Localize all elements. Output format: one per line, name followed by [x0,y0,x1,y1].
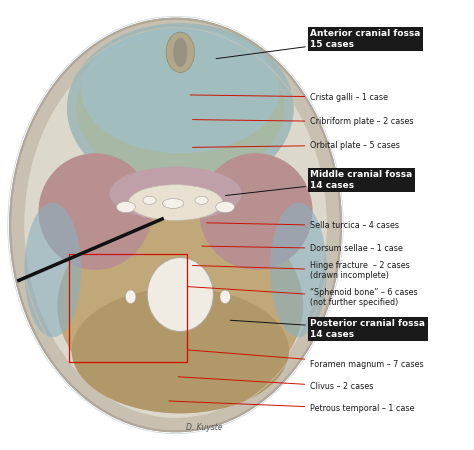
Text: D. Kuyste: D. Kuyste [186,423,222,432]
Text: Posterior cranial fossa
14 cases: Posterior cranial fossa 14 cases [230,320,425,339]
Text: Clivus – 2 cases: Clivus – 2 cases [178,377,374,391]
Ellipse shape [163,198,184,208]
Text: Dorsum sellae – 1 case: Dorsum sellae – 1 case [202,244,403,253]
Ellipse shape [24,32,327,418]
Text: Foramen magnum – 7 cases: Foramen magnum – 7 cases [188,350,424,369]
Ellipse shape [72,288,289,414]
Ellipse shape [38,153,152,270]
Ellipse shape [109,166,242,220]
Ellipse shape [76,34,284,182]
Text: Crista galli – 1 case: Crista galli – 1 case [190,93,388,102]
Ellipse shape [199,153,313,270]
Ellipse shape [166,32,194,72]
Ellipse shape [128,184,223,220]
Text: Hinge fracture  – 2 cases
(drawn incomplete): Hinge fracture – 2 cases (drawn incomple… [192,261,410,280]
Ellipse shape [126,290,136,303]
Ellipse shape [117,202,136,213]
Ellipse shape [24,202,81,337]
Text: Petrous temporal – 1 case: Petrous temporal – 1 case [169,401,415,414]
Text: Cribriform plate – 2 cases: Cribriform plate – 2 cases [192,117,414,126]
Text: Anterior cranial fossa
15 cases: Anterior cranial fossa 15 cases [216,29,420,58]
Bar [69,254,187,362]
Text: Orbital plate – 5 cases: Orbital plate – 5 cases [192,141,400,150]
Text: Sella turcica – 4 cases: Sella turcica – 4 cases [207,221,399,230]
Ellipse shape [270,202,327,337]
Ellipse shape [81,27,280,153]
Ellipse shape [143,196,156,204]
Ellipse shape [10,18,341,432]
Text: Middle cranial fossa
14 cases: Middle cranial fossa 14 cases [226,171,412,196]
Ellipse shape [173,38,187,67]
Ellipse shape [195,196,208,204]
Ellipse shape [147,257,213,332]
Ellipse shape [57,207,303,405]
Ellipse shape [67,23,294,194]
Text: “Sphenoid bone” – 6 cases
(not further specified): “Sphenoid bone” – 6 cases (not further s… [188,287,418,307]
Ellipse shape [216,202,235,213]
Ellipse shape [220,290,230,303]
